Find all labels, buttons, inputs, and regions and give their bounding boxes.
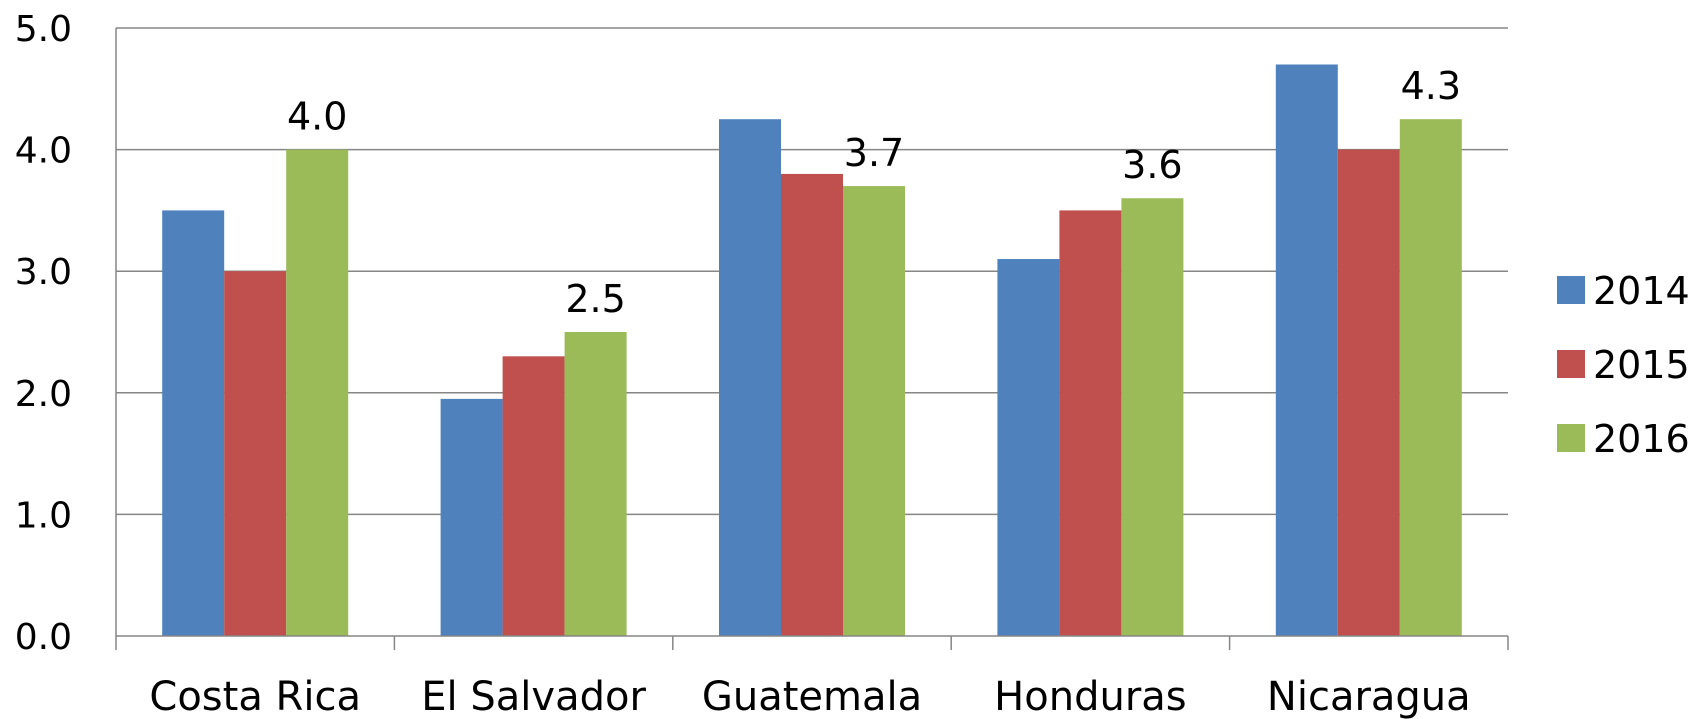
category-label: Costa Rica — [149, 674, 361, 719]
legend-label: 2016 — [1593, 417, 1690, 461]
bar-2014-4 — [1275, 64, 1338, 637]
bar-2016-2 — [843, 186, 905, 636]
bar-2015-0 — [224, 271, 287, 636]
bar-2016-0 — [286, 149, 349, 636]
data-label: 4.3 — [1401, 64, 1461, 108]
bar-2014-3 — [997, 259, 1060, 636]
data-label: 2.5 — [565, 277, 625, 321]
bar-2015-1 — [502, 356, 565, 636]
y-tick-label: 3.0 — [15, 252, 72, 293]
bar-2015-2 — [781, 173, 843, 637]
data-label: 3.7 — [844, 131, 904, 175]
bar-2015-4 — [1337, 149, 1400, 636]
category-label: Nicaragua — [1267, 674, 1471, 719]
bar-2016-4 — [1399, 119, 1462, 636]
y-tick-label: 0.0 — [15, 617, 72, 658]
y-tick-label: 4.0 — [15, 131, 72, 172]
bar-2016-3 — [1121, 198, 1184, 637]
legend: 2014 2015 2016 — [1557, 269, 1690, 461]
legend-swatch-2014 — [1557, 276, 1585, 304]
y-tick-label: 2.0 — [15, 374, 72, 415]
y-tick-label: 1.0 — [15, 495, 72, 536]
data-label: 3.6 — [1122, 143, 1182, 187]
bar-2015-3 — [1059, 210, 1122, 636]
data-label: 4.0 — [287, 95, 347, 139]
category-label: El Salvador — [421, 674, 646, 719]
axes — [115, 28, 1509, 650]
legend-swatch-2015 — [1557, 350, 1585, 378]
category-label: Honduras — [994, 674, 1186, 719]
bars — [162, 64, 1462, 637]
category-labels: Costa Rica El Salvador Guatemala Honduras Ni… — [149, 674, 1470, 719]
legend-label: 2014 — [1593, 269, 1690, 313]
y-tick-labels: 0.0 1.0 2.0 3.0 4.0 5.0 — [15, 9, 72, 658]
bar-2016-1 — [564, 332, 627, 636]
data-labels: 4.0 2.5 3.7 3.6 4.3 — [287, 64, 1461, 321]
category-label: Guatemala — [702, 674, 922, 719]
bar-2014-0 — [162, 210, 225, 636]
legend-label: 2015 — [1593, 343, 1690, 387]
bar-2014-2 — [719, 119, 781, 636]
y-tick-label: 5.0 — [15, 9, 72, 50]
legend-swatch-2016 — [1557, 424, 1585, 452]
bar-2014-1 — [440, 398, 503, 636]
